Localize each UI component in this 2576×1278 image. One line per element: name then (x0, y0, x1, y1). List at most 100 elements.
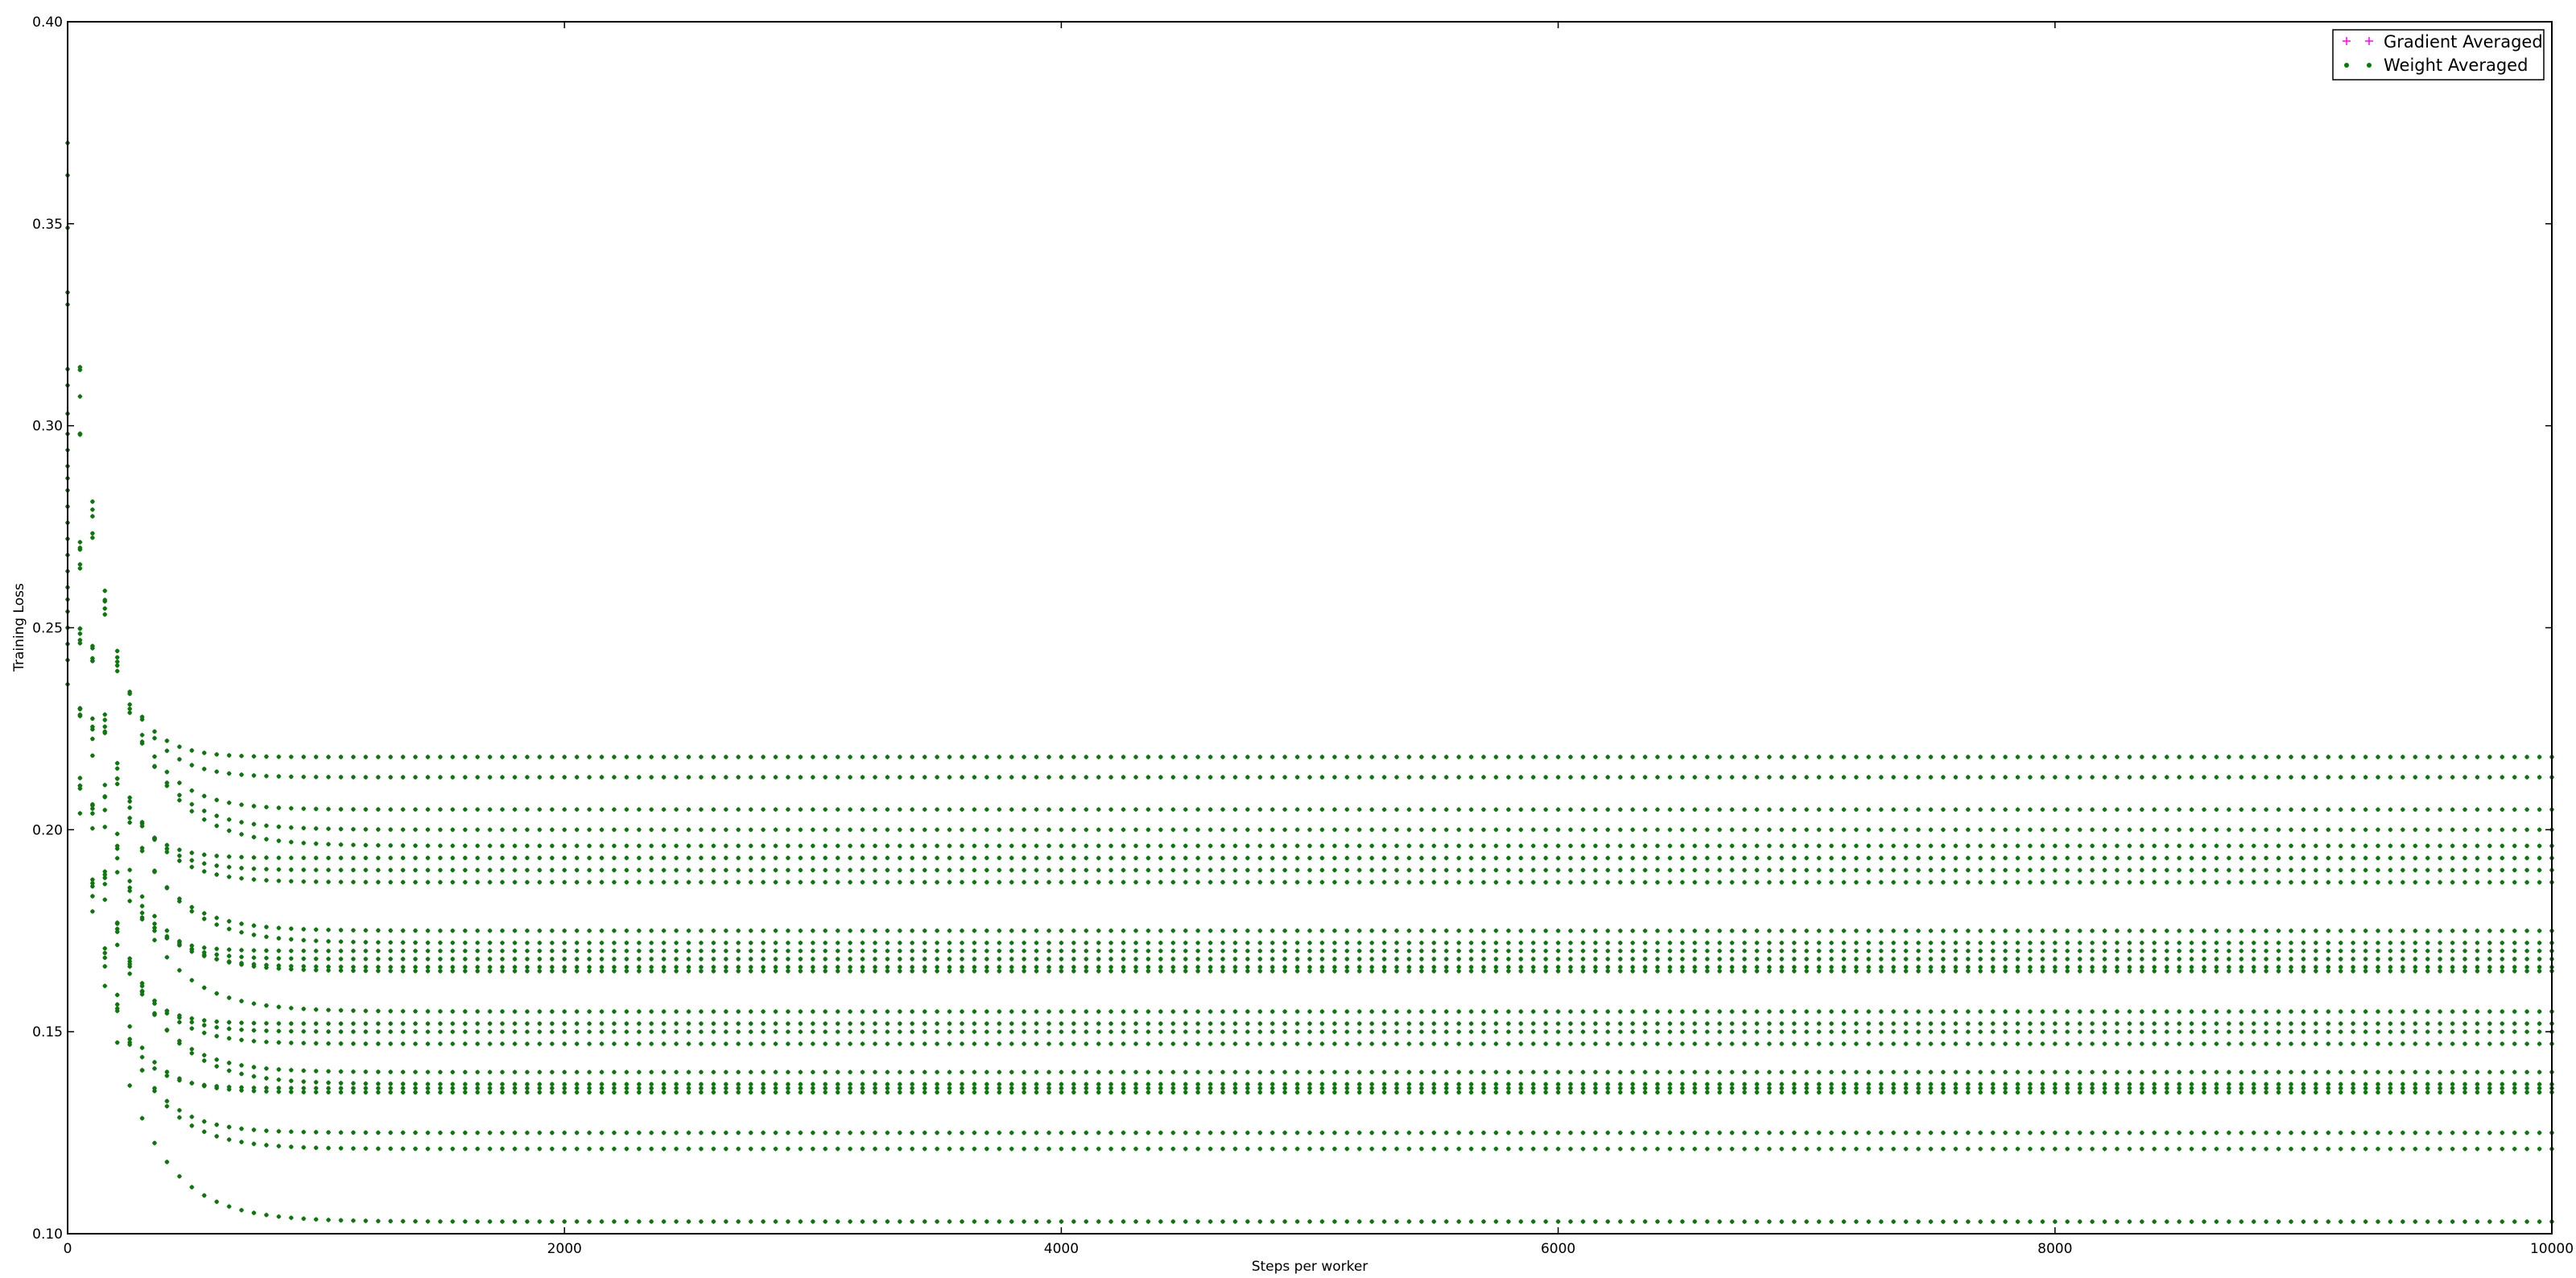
weight-averaged-point (1270, 855, 1275, 861)
weight-averaged-point (1742, 880, 1747, 885)
weight-averaged-point (1481, 843, 1486, 848)
weight-averaged-point (127, 702, 132, 707)
weight-averaged-point (1232, 855, 1237, 861)
weight-averaged-point (289, 825, 294, 830)
weight-averaged-point (1022, 867, 1026, 873)
weight-averaged-point (686, 855, 691, 860)
weight-averaged-point (724, 929, 729, 933)
weight-averaged-point (351, 957, 356, 962)
weight-averaged-point (1518, 957, 1523, 962)
weight-averaged-point (972, 879, 976, 885)
weight-averaged-point (1034, 755, 1039, 759)
weight-averaged-point (1232, 941, 1237, 945)
weight-averaged-point (1767, 957, 1772, 962)
weight-averaged-point (836, 957, 840, 962)
weight-averaged-point (1121, 855, 1126, 861)
weight-averaged-point (289, 867, 294, 872)
weight-averaged-point (1841, 843, 1847, 848)
weight-averaged-point (972, 755, 976, 759)
weight-averaged-point (1195, 941, 1200, 945)
weight-averaged-point (1792, 957, 1797, 962)
weight-averaged-point (1257, 867, 1262, 873)
weight-averaged-point (2127, 855, 2132, 861)
weight-averaged-point (2351, 855, 2355, 861)
weight-averaged-point (649, 965, 654, 970)
weight-averaged-point (699, 879, 704, 885)
weight-averaged-point (2177, 949, 2182, 953)
weight-averaged-point (450, 807, 455, 812)
weight-averaged-point (202, 793, 207, 799)
weight-averaged-point (935, 775, 939, 780)
weight-averaged-point (2264, 949, 2268, 953)
weight-averaged-point (1059, 827, 1063, 832)
weight-averaged-point (388, 867, 393, 873)
weight-averaged-point (662, 941, 667, 945)
weight-averaged-point (2500, 775, 2504, 780)
weight-averaged-point (1804, 880, 1809, 885)
weight-averaged-point (1369, 807, 1374, 812)
weight-averaged-point (2276, 755, 2281, 759)
weight-averaged-point (1928, 775, 1934, 780)
weight-averaged-point (301, 806, 306, 811)
weight-averaged-point (885, 855, 890, 860)
weight-averaged-point (2326, 880, 2330, 885)
weight-averaged-point (463, 957, 468, 962)
weight-averaged-point (1183, 807, 1188, 812)
weight-averaged-point (1754, 880, 1760, 885)
weight-averaged-point (2264, 807, 2268, 812)
weight-averaged-point (1866, 957, 1871, 962)
weight-averaged-point (2115, 855, 2120, 861)
weight-averaged-point (960, 879, 964, 885)
weight-averaged-point (1792, 880, 1797, 885)
weight-averaged-point (425, 957, 431, 962)
weight-averaged-point (289, 949, 294, 953)
weight-averaged-point (1879, 949, 1884, 953)
weight-averaged-point (2339, 855, 2343, 861)
weight-averaged-point (1357, 827, 1362, 832)
weight-averaged-point (1208, 929, 1213, 933)
weight-averaged-point (488, 855, 493, 860)
weight-averaged-point (1742, 775, 1747, 780)
weight-averaged-point (2065, 827, 2070, 832)
weight-averaged-point (1195, 755, 1200, 759)
weight-averaged-point (1531, 929, 1536, 933)
weight-averaged-point (1419, 880, 1424, 885)
weight-averaged-point (1655, 843, 1660, 848)
weight-averaged-point (1916, 957, 1921, 962)
weight-averaged-point (2438, 957, 2442, 962)
weight-averaged-point (1841, 867, 1847, 873)
weight-averaged-point (2388, 867, 2392, 873)
weight-averaged-point (2438, 941, 2442, 945)
weight-averaged-point (1170, 929, 1175, 933)
weight-averaged-point (376, 827, 381, 832)
weight-averaged-point (1630, 949, 1635, 953)
weight-averaged-point (612, 957, 617, 962)
weight-averaged-point (2214, 941, 2219, 945)
run-series (65, 366, 2554, 861)
weight-averaged-point (2413, 941, 2417, 945)
weight-averaged-point (2450, 867, 2455, 873)
weight-averaged-point (1108, 949, 1113, 953)
weight-averaged-point (488, 949, 493, 953)
weight-averaged-point (1170, 855, 1175, 861)
weight-averaged-point (923, 879, 927, 885)
weight-averaged-point (1195, 929, 1200, 933)
weight-averaged-point (686, 949, 691, 953)
weight-averaged-point (2227, 807, 2231, 812)
weight-averaged-point (1506, 775, 1511, 780)
weight-averaged-point (401, 827, 406, 832)
weight-averaged-point (264, 774, 269, 779)
weight-averaged-point (189, 802, 194, 807)
weight-averaged-point (1928, 941, 1934, 945)
weight-averaged-point (1568, 949, 1573, 953)
weight-averaged-point (450, 879, 455, 885)
weight-averaged-point (2040, 949, 2045, 953)
weight-averaged-point (2214, 855, 2219, 861)
weight-averaged-point (1580, 855, 1586, 861)
weight-averaged-point (2152, 755, 2157, 759)
weight-averaged-point (649, 827, 654, 832)
weight-averaged-point (662, 855, 667, 860)
weight-averaged-point (2413, 807, 2417, 812)
weight-averaged-point (512, 949, 518, 953)
